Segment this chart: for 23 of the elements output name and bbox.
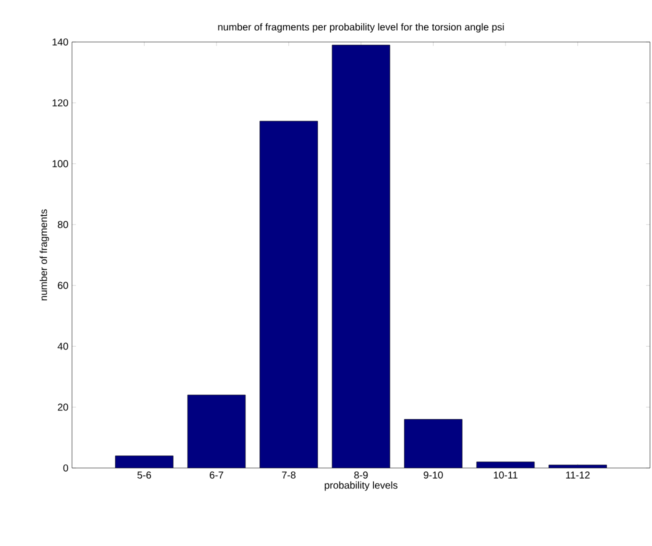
bar	[404, 419, 462, 468]
y-tick-label: 80	[58, 221, 68, 228]
y-axis-title: number of fragments	[40, 209, 50, 300]
x-tick-label: 6-7	[210, 472, 224, 479]
x-tick-label: 10-11	[494, 472, 518, 479]
y-tick-label: 0	[63, 464, 68, 472]
bar	[188, 394, 246, 468]
bar	[115, 456, 174, 468]
chart-title: number of fragments per probability level for the torsion angle psi	[218, 23, 504, 32]
y-tick-label: 40	[58, 342, 68, 350]
bar	[332, 45, 390, 468]
bar	[260, 121, 318, 468]
x-tick-label: 11-12	[566, 472, 590, 478]
y-tick-label: 100	[52, 160, 68, 168]
x-tick-label: 7-8	[282, 472, 296, 479]
x-axis-title: probability levels	[324, 481, 398, 491]
y-tick-label: 120	[52, 99, 68, 106]
y-tick-label: 20	[58, 404, 68, 411]
x-tick-label: 5-6	[137, 472, 152, 479]
y-tick-label: 60	[58, 282, 68, 289]
y-tick-label: 140	[52, 38, 68, 46]
x-tick-label: 9-10	[424, 472, 443, 479]
x-tick-label: 8-9	[354, 472, 368, 479]
